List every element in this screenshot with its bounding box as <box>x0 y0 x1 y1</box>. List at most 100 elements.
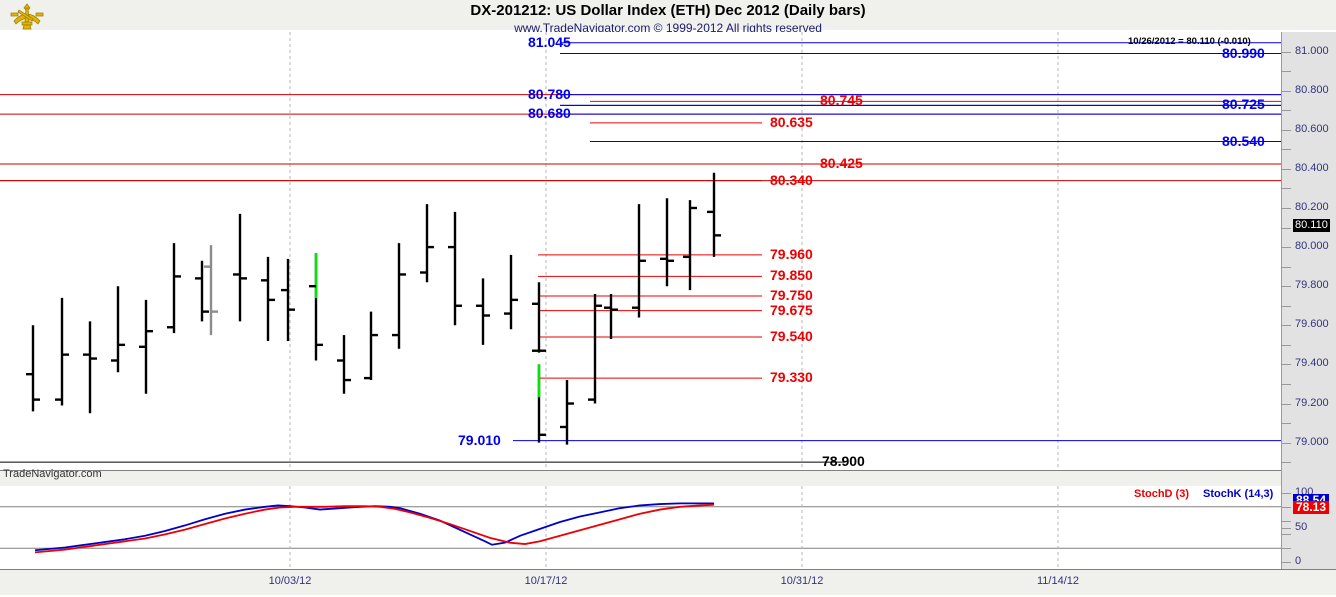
price-axis-label: 79.200 <box>1295 396 1329 409</box>
axis-tick <box>1282 562 1291 563</box>
price-axis-label: 79.000 <box>1295 435 1329 448</box>
price-level-label-red: 79.330 <box>770 369 813 386</box>
ohlc-bar[interactable] <box>309 252 323 361</box>
axis-tick <box>1282 403 1291 405</box>
price-level-label-red: 79.750 <box>770 286 813 303</box>
price-level-label-blue: 80.725 <box>1222 96 1265 113</box>
price-level-label-blue: 79.010 <box>458 431 501 448</box>
price-axis-label: 80.400 <box>1295 161 1329 174</box>
price-level-label-blue: 80.540 <box>1222 132 1265 149</box>
axis-tick <box>1282 305 1291 307</box>
ohlc-bar[interactable] <box>83 321 97 414</box>
axis-tick <box>1282 527 1291 529</box>
ohlc-bar[interactable] <box>448 211 462 326</box>
ohlc-bar[interactable] <box>233 213 247 322</box>
price-level-label-red: 80.425 <box>820 154 863 171</box>
price-axis-label: 80.600 <box>1295 122 1329 135</box>
price-level-label-blue: 80.990 <box>1222 44 1265 61</box>
ohlc-bar[interactable] <box>707 172 721 257</box>
ohlc-bar[interactable] <box>204 245 218 336</box>
axis-tick <box>1282 364 1291 366</box>
stoch-series-line <box>34 502 714 552</box>
axis-tick <box>1282 423 1291 425</box>
stoch-d-legend[interactable]: StochD (3) <box>1134 488 1189 500</box>
ohlc-bar[interactable] <box>139 299 153 394</box>
axis-tick <box>1282 168 1291 170</box>
price-level-label-blue: 80.680 <box>528 105 571 122</box>
axis-tick <box>1282 51 1291 53</box>
axis-tick <box>1282 188 1291 190</box>
price-level-label-red: 79.850 <box>770 267 813 284</box>
price-axis-column[interactable]: 81.000 80.800 80.600 80.400 80.200 80.000 79.8… <box>1281 32 1336 591</box>
axis-tick <box>1282 462 1291 464</box>
page-title: DX-201212: US Dollar Index (ETH) Dec 201… <box>470 2 866 19</box>
price-axis-label: 79.800 <box>1295 279 1329 292</box>
ohlc-bar[interactable] <box>660 198 674 287</box>
axis-tick <box>1282 548 1291 550</box>
axis-tick <box>1282 149 1291 151</box>
price-level-label-black: 78.900 <box>822 453 865 470</box>
ohlc-bar[interactable] <box>364 311 378 381</box>
date-axis-label: 10/03/12 <box>268 575 312 587</box>
ohlc-bar[interactable] <box>337 335 351 394</box>
price-level-label-red: 80.635 <box>770 113 813 130</box>
price-chart-pane[interactable] <box>0 32 1281 470</box>
ohlc-bar[interactable] <box>111 286 125 373</box>
axis-tick <box>1282 71 1291 73</box>
watermark-label: TradeNavigator.com <box>3 468 102 480</box>
ohlc-bar[interactable] <box>476 278 490 345</box>
date-axis-label: 10/17/12 <box>524 575 568 587</box>
ohlc-bar[interactable] <box>560 380 574 445</box>
axis-tick <box>1282 266 1291 268</box>
ohlc-bar[interactable] <box>588 294 602 404</box>
ohlc-bar[interactable] <box>632 204 646 318</box>
ohlc-bar[interactable] <box>532 282 546 353</box>
price-level-label-red: 80.340 <box>770 171 813 188</box>
axis-tick <box>1282 442 1291 444</box>
ohlc-bar[interactable] <box>532 349 546 443</box>
ohlc-bar[interactable] <box>604 294 618 339</box>
ohlc-bar[interactable] <box>420 204 434 283</box>
axis-tick <box>1282 110 1291 112</box>
axis-tick <box>1282 129 1291 131</box>
quote-readout-label: 10/26/2012 = 80.110 (-0.010) <box>1128 36 1251 47</box>
price-level-label-red: 79.960 <box>770 245 813 262</box>
price-axis-label: 80.200 <box>1295 200 1329 213</box>
stochastic-pane[interactable] <box>0 486 1281 569</box>
ohlc-bar[interactable] <box>281 258 295 341</box>
ohlc-bar[interactable] <box>55 297 69 406</box>
date-axis-band: 10/03/12 10/17/12 10/31/12 11/14/12 <box>0 569 1336 595</box>
axis-tick <box>1282 506 1291 508</box>
stoch-k-legend[interactable]: StochK (14,3) <box>1203 488 1274 500</box>
price-level-label-red: 80.745 <box>820 92 863 109</box>
axis-tick <box>1282 207 1291 209</box>
sextant-navigator-logo-icon <box>10 3 44 30</box>
axis-tick <box>1282 286 1291 288</box>
axis-tick <box>1282 520 1291 522</box>
axis-tick <box>1282 344 1291 346</box>
ohlc-bar[interactable] <box>261 256 275 341</box>
ohlc-bar[interactable] <box>26 325 40 412</box>
price-level-label-red: 79.675 <box>770 301 813 318</box>
axis-tick <box>1282 383 1291 385</box>
date-axis-label: 10/31/12 <box>780 575 824 587</box>
stoch-axis-label: 50 <box>1295 520 1308 533</box>
header-band <box>0 0 1336 30</box>
price-axis-label: 81.000 <box>1295 44 1329 57</box>
price-level-label-blue: 81.045 <box>528 33 571 50</box>
ohlc-bar[interactable] <box>195 260 209 322</box>
axis-tick <box>1282 534 1291 536</box>
ohlc-bar[interactable] <box>167 243 181 334</box>
stoch-series-line <box>34 503 715 554</box>
stoch-d-value-badge: 78.13 <box>1293 501 1330 515</box>
date-axis-label: 11/14/12 <box>1036 575 1080 587</box>
price-axis-label: 80.800 <box>1295 83 1329 96</box>
ohlc-bar[interactable] <box>683 200 697 291</box>
axis-tick <box>1282 493 1291 494</box>
ohlc-bar[interactable] <box>392 243 406 349</box>
stoch-axis-label: 0 <box>1295 555 1302 567</box>
price-axis-label: 79.600 <box>1295 318 1329 331</box>
axis-tick <box>1282 227 1291 229</box>
ohlc-bar[interactable] <box>504 254 518 330</box>
